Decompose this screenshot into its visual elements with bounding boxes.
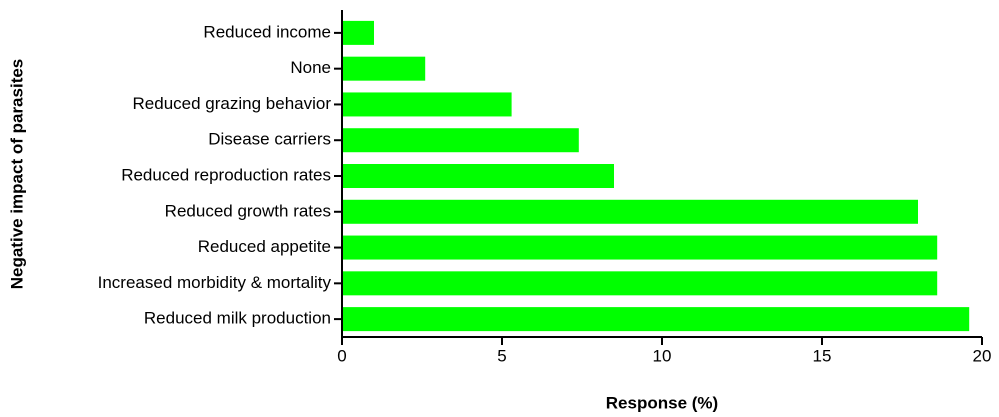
y-axis-title: Negative impact of parasites xyxy=(7,59,26,290)
bar xyxy=(342,56,426,81)
bar xyxy=(342,235,938,260)
y-tick-label: Increased morbidity & mortality xyxy=(98,273,332,292)
bar xyxy=(342,128,579,153)
y-tick-label: Reduced growth rates xyxy=(165,201,331,220)
x-tick-label: 20 xyxy=(973,346,992,365)
x-tick-label: 10 xyxy=(653,346,672,365)
bar xyxy=(342,271,938,296)
y-tick-label: Disease carriers xyxy=(208,130,331,149)
x-tick-label: 0 xyxy=(337,346,346,365)
y-tick-label: Reduced income xyxy=(203,22,331,41)
y-tick-label: Reduced grazing behavior xyxy=(133,94,332,113)
y-tick-label: Reduced appetite xyxy=(198,237,331,256)
y-tick-label: Reduced reproduction rates xyxy=(121,165,331,184)
bar xyxy=(342,307,970,332)
bar xyxy=(342,199,918,224)
bar xyxy=(342,92,512,117)
bar xyxy=(342,20,374,45)
y-tick-label: None xyxy=(290,58,331,77)
x-tick-label: 5 xyxy=(497,346,506,365)
y-tick-label: Reduced milk production xyxy=(144,309,331,328)
x-tick-label: 15 xyxy=(813,346,832,365)
x-axis-title: Response (%) xyxy=(606,393,718,412)
bar xyxy=(342,164,614,188)
